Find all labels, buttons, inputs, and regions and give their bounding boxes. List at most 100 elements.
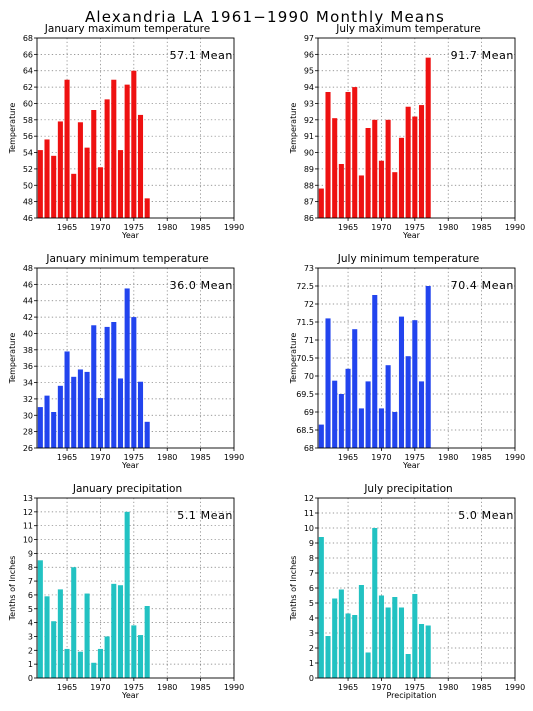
x-axis-label: Year — [402, 461, 421, 470]
y-tick-label: 95 — [304, 67, 314, 76]
bar-1965 — [64, 648, 70, 678]
y-tick-label: 71.5 — [296, 318, 314, 327]
x-tick-label: 1980 — [157, 223, 177, 232]
y-tick-label: 68 — [304, 444, 314, 453]
panel-title: January precipitation — [72, 483, 182, 495]
y-tick-label: 4 — [28, 619, 33, 628]
bar-1976 — [418, 381, 425, 448]
bar-1961 — [37, 407, 43, 448]
y-tick-label: 3 — [28, 632, 33, 641]
bar-1971 — [104, 326, 110, 448]
bar-1964 — [57, 385, 63, 448]
x-tick-label: 1970 — [90, 683, 110, 692]
x-tick-label: 1970 — [371, 683, 391, 692]
bar-1977 — [425, 286, 431, 448]
bar-1970 — [378, 408, 384, 448]
y-tick-label: 2 — [309, 644, 314, 653]
bar-1962 — [44, 139, 50, 218]
bar-1974 — [405, 654, 411, 678]
y-tick-label: 93 — [304, 99, 314, 108]
y-tick-label: 87 — [304, 198, 314, 207]
y-tick-label: 92 — [304, 116, 314, 125]
y-tick-label: 11 — [23, 522, 33, 531]
x-tick-label: 1990 — [505, 223, 525, 232]
bar-1970 — [378, 160, 384, 218]
x-tick-label: 1965 — [338, 223, 358, 232]
mean-value-label: 91.7 Mean — [451, 49, 514, 62]
plot-frame — [36, 497, 235, 679]
x-tick-label: 1975 — [405, 223, 425, 232]
y-tick-label: 8 — [309, 554, 314, 563]
y-tick-label: 13 — [23, 494, 33, 503]
bar-1977 — [144, 198, 150, 218]
panel-title: January maximum temperature — [44, 23, 210, 35]
bar-1962 — [325, 92, 331, 218]
bar-1961 — [37, 150, 43, 218]
y-tick-label: 4 — [309, 614, 314, 623]
x-tick-label: 1980 — [157, 453, 177, 462]
bar-1972 — [392, 597, 398, 678]
bar-1976 — [137, 635, 144, 678]
bar-1964 — [57, 121, 63, 218]
mean-value-label: 36.0 Mean — [170, 279, 233, 292]
y-tick-label: 40 — [23, 329, 33, 338]
bar-1971 — [104, 99, 110, 218]
y-tick-label: 48 — [23, 264, 33, 273]
y-tick-label: 66 — [23, 50, 33, 59]
y-tick-label: 3 — [309, 629, 314, 638]
bar-1967 — [77, 369, 83, 448]
bar-1968 — [84, 371, 90, 448]
bar-1968 — [365, 128, 371, 218]
y-tick-label: 52 — [23, 165, 33, 174]
x-tick-label: 1985 — [190, 223, 210, 232]
y-tick-label: 48 — [23, 198, 33, 207]
bar-1970 — [97, 167, 103, 218]
y-tick-label: 10 — [304, 524, 314, 533]
bar-1976 — [137, 381, 144, 448]
y-tick-label: 12 — [304, 494, 314, 503]
x-axis-label: Year — [402, 231, 421, 240]
y-tick-label: 73 — [304, 264, 314, 273]
bar-1970 — [97, 648, 103, 678]
y-tick-label: 69.5 — [296, 390, 314, 399]
bar-1967 — [77, 122, 83, 218]
bar-1962 — [325, 636, 331, 678]
y-tick-label: 68.5 — [296, 426, 314, 435]
x-tick-label: 1970 — [371, 453, 391, 462]
bar-1971 — [385, 365, 391, 448]
x-tick-label: 1975 — [405, 453, 425, 462]
y-tick-label: 12 — [23, 508, 33, 517]
y-tick-label: 36 — [23, 362, 33, 371]
bar-1974 — [124, 288, 130, 448]
mean-value-label: 5.0 Mean — [458, 509, 514, 522]
y-axis-label: Temperature — [8, 333, 17, 385]
bar-1962 — [44, 395, 50, 448]
panel-title: July precipitation — [363, 483, 452, 495]
y-tick-label: 9 — [309, 539, 314, 548]
mean-value-label: 70.4 Mean — [451, 279, 514, 292]
y-tick-label: 71 — [304, 336, 314, 345]
bar-1972 — [111, 79, 117, 219]
y-tick-label: 6 — [28, 591, 33, 600]
bar-1975 — [412, 320, 418, 448]
bar-1966 — [71, 173, 77, 218]
y-tick-label: 10 — [23, 536, 33, 545]
bar-1972 — [392, 412, 398, 448]
x-tick-label: 1970 — [371, 223, 391, 232]
figure-title: Alexandria LA 1961−1990 Monthly Means — [85, 8, 445, 26]
x-tick-label: 1975 — [405, 683, 425, 692]
x-tick-label: 1990 — [224, 453, 244, 462]
bar-1976 — [418, 105, 425, 218]
x-tick-label: 1980 — [438, 453, 458, 462]
bar-1977 — [144, 421, 150, 448]
y-tick-label: 58 — [23, 116, 33, 125]
y-tick-label: 97 — [304, 34, 314, 43]
y-tick-label: 46 — [23, 280, 33, 289]
panel-title: January minimum temperature — [45, 253, 208, 265]
bar-1963 — [51, 621, 57, 678]
y-tick-label: 46 — [23, 214, 33, 223]
chart-jul-min-temp: 68 68.5 69 69.5 70 70.5 71 71.5 72 72.5 73 1965 1970… — [289, 253, 525, 470]
